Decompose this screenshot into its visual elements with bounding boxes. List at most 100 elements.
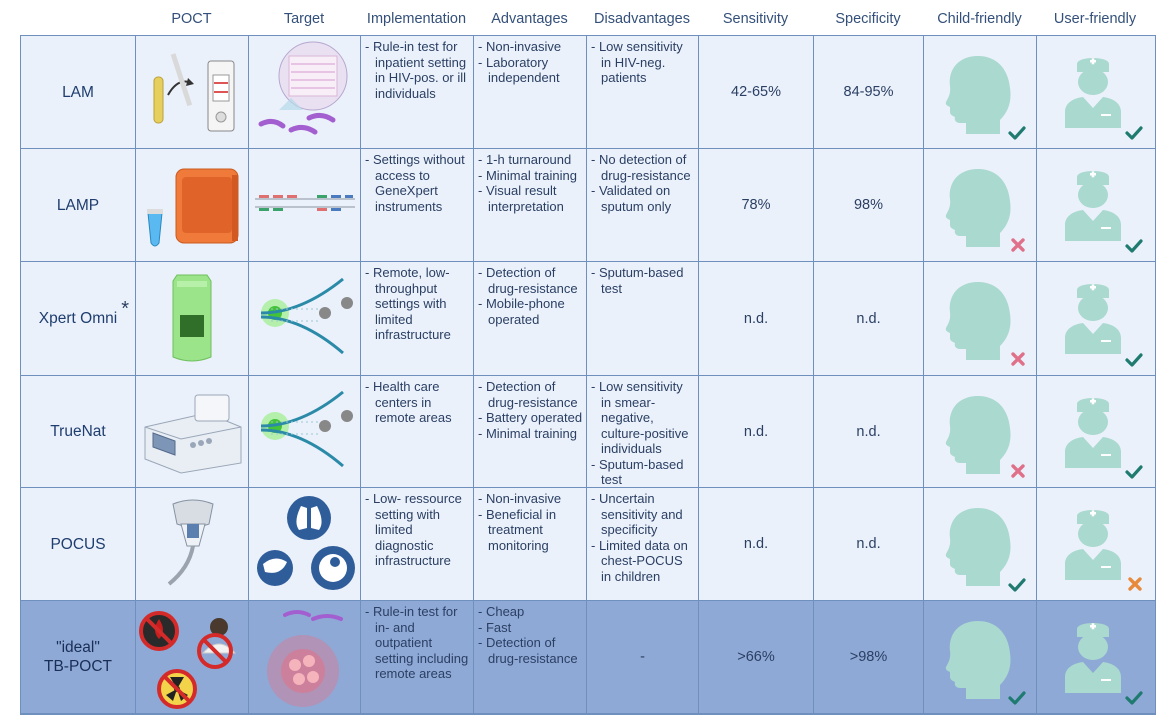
advantages-cell: Detection of drug-resistanceMobile-phone… — [474, 262, 587, 376]
nurse-icon — [1065, 510, 1121, 580]
child-friendly-mark — [1010, 237, 1026, 253]
sensitivity-value: n.d. — [743, 536, 769, 552]
row-name: "ideal" TB-POCT — [43, 639, 113, 675]
specificity-value: 84-95% — [843, 84, 894, 100]
check-icon — [1125, 691, 1143, 705]
child-friendly-mark — [1008, 691, 1026, 705]
header-sensitivity: Sensitivity — [722, 11, 789, 27]
child-friendly-cell — [924, 601, 1037, 714]
target-image-cell — [249, 488, 361, 601]
sensitivity-cell: n.d. — [699, 262, 814, 376]
list-item: Low sensitivity in HIV-neg. patients — [591, 39, 695, 86]
specificity-value: 98% — [853, 197, 884, 213]
comparison-grid: LAM Rule-in test for inpatient setting i… — [20, 35, 1156, 715]
specificity-cell: n.d. — [814, 488, 924, 601]
user-friendly-cell — [1037, 149, 1155, 262]
child-silhouette-icon — [945, 508, 1011, 586]
user-friendly-cell — [1037, 36, 1155, 149]
list-item: Uncertain sensitivity and specificity — [591, 491, 695, 538]
user-friendly-cell — [1037, 376, 1155, 488]
implementation-cell: Remote, low-throughput settings with lim… — [361, 262, 474, 376]
cross-icon — [1128, 577, 1142, 591]
list-item: Battery operated — [478, 410, 583, 426]
poct-image-cell — [136, 488, 249, 601]
row-name: LAM — [62, 83, 94, 101]
implementation-cell: Health care centers in remote areas — [361, 376, 474, 488]
poct-image-cell — [136, 149, 249, 262]
list-item: No detection of drug-resistance — [591, 152, 695, 183]
list-item: Health care centers in remote areas — [365, 379, 470, 426]
sensitivity-cell: n.d. — [699, 488, 814, 601]
list-item: Remote, low-throughput settings with lim… — [365, 265, 470, 343]
child-friendly-cell — [924, 488, 1037, 601]
disadvantages-cell: Uncertain sensitivity and specificityLim… — [587, 488, 699, 601]
check-icon — [1125, 126, 1143, 140]
organs-target-icon — [256, 496, 355, 590]
specificity-value: >98% — [849, 649, 888, 665]
list-item: Minimal training — [478, 168, 583, 184]
list-item: Laboratory independent — [478, 55, 583, 86]
disadvantages-cell: Low sensitivity in HIV-neg. patients — [587, 36, 699, 149]
ideal-poct-symbols-icon — [139, 611, 237, 709]
sensitivity-cell: 78% — [699, 149, 814, 262]
header-poct: POCT — [171, 11, 212, 27]
row-name: POCUS — [50, 535, 106, 553]
nurse-icon — [1065, 58, 1121, 128]
row-name: LAMP — [56, 196, 100, 214]
sensitivity-cell: >66% — [699, 601, 814, 714]
row-name-cell: LAMP — [21, 149, 136, 262]
child-friendly-mark — [1008, 578, 1026, 592]
sensitivity-value: 78% — [741, 197, 771, 213]
user-friendly-cell — [1037, 488, 1155, 601]
user-friendly-mark — [1125, 126, 1143, 140]
sensitivity-value: 42-65% — [731, 84, 781, 100]
header-child-friendly: Child-friendly — [937, 11, 1022, 27]
target-image-cell — [249, 376, 361, 488]
list-item: Low- ressource setting with limited diag… — [365, 491, 470, 569]
header-specificity: Specificity — [835, 11, 901, 27]
check-icon — [1008, 578, 1026, 592]
user-friendly-cell — [1037, 262, 1155, 376]
row-name: TrueNat — [50, 423, 106, 440]
child-friendly-cell — [924, 376, 1037, 488]
user-friendly-mark — [1125, 239, 1143, 253]
pcr-probe-target-icon — [260, 277, 353, 354]
target-image-cell — [249, 149, 361, 262]
child-silhouette-icon — [945, 396, 1011, 474]
sensitivity-cell: 42-65% — [699, 36, 814, 149]
implementation-cell: Rule-in test for in- and outpatient sett… — [361, 601, 474, 714]
child-silhouette-icon — [945, 282, 1011, 360]
child-silhouette-icon — [945, 169, 1011, 247]
lam-test-strip-icon — [153, 53, 235, 132]
ultrasound-probe-icon — [167, 499, 214, 586]
specificity-cell: n.d. — [814, 376, 924, 488]
sensitivity-value: n.d. — [743, 310, 769, 327]
list-item: Non-invasive — [478, 491, 583, 507]
sensitivity-value: >66% — [737, 649, 775, 665]
specificity-cell: n.d. — [814, 262, 924, 376]
specificity-cell: 84-95% — [814, 36, 924, 149]
disadvantages-cell: No detection of drug-resistanceValidated… — [587, 149, 699, 262]
user-friendly-mark — [1125, 353, 1143, 367]
list-item: Minimal training — [478, 426, 583, 442]
header-disadvantages: Disadvantages — [594, 11, 690, 27]
list-item: Cheap — [478, 604, 583, 620]
poct-image-cell — [136, 601, 249, 714]
child-silhouette-icon — [945, 56, 1011, 134]
sensitivity-value: n.d. — [743, 423, 769, 440]
cross-icon — [1011, 464, 1025, 478]
row-name-cell: Xpert Omni * — [21, 262, 136, 376]
implementation-cell: Rule-in test for inpatient setting in HI… — [361, 36, 474, 149]
list-item: Beneficial in treatment monitoring — [478, 507, 583, 554]
advantages-cell: Non-invasiveBeneficial in treatment moni… — [474, 488, 587, 601]
disadvantages-cell: - — [587, 601, 699, 714]
cross-icon — [1011, 352, 1025, 366]
header-target: Target — [283, 11, 325, 27]
child-friendly-mark — [1010, 463, 1026, 479]
user-friendly-mark — [1125, 465, 1143, 479]
list-item: Mobile-phone operated — [478, 296, 583, 327]
check-icon — [1125, 353, 1143, 367]
row-name-cell: POCUS — [21, 488, 136, 601]
list-item: Low sensitivity in smear-negative, cultu… — [591, 379, 695, 457]
